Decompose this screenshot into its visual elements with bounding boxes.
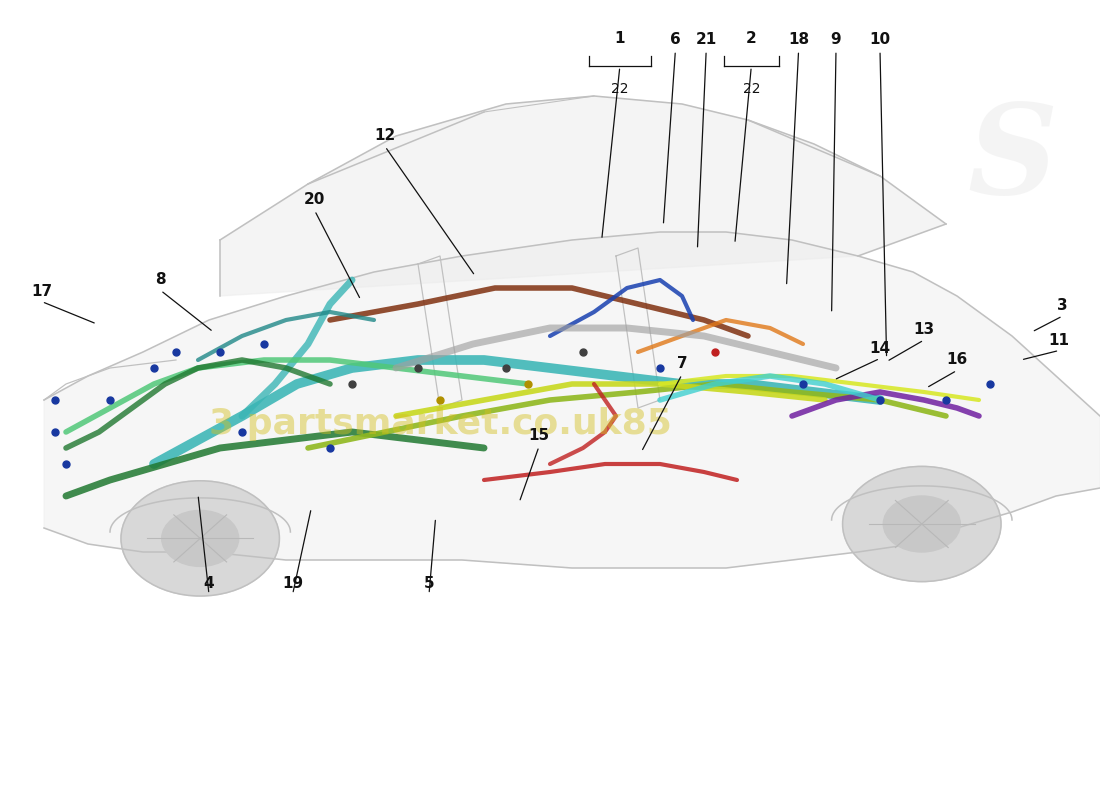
Circle shape bbox=[121, 481, 279, 596]
Text: 19: 19 bbox=[282, 577, 304, 591]
Text: 10: 10 bbox=[869, 33, 891, 47]
Text: 6: 6 bbox=[670, 33, 681, 47]
Text: 7: 7 bbox=[676, 357, 688, 371]
Text: 17: 17 bbox=[31, 284, 53, 298]
Text: 12: 12 bbox=[374, 129, 396, 143]
Text: 9: 9 bbox=[830, 33, 842, 47]
Text: 2: 2 bbox=[746, 31, 757, 46]
Text: 15: 15 bbox=[528, 429, 550, 443]
Text: 21: 21 bbox=[695, 33, 717, 47]
Text: 3: 3 bbox=[1057, 298, 1068, 313]
Text: 13: 13 bbox=[913, 322, 935, 337]
Polygon shape bbox=[220, 96, 946, 296]
Text: 3 partsmarket.co.uk85: 3 partsmarket.co.uk85 bbox=[209, 407, 671, 441]
Text: 14: 14 bbox=[869, 341, 891, 355]
Text: 8: 8 bbox=[155, 273, 166, 287]
Text: 1: 1 bbox=[615, 31, 625, 46]
Text: 11: 11 bbox=[1048, 333, 1070, 347]
Circle shape bbox=[843, 466, 1001, 582]
Text: 18: 18 bbox=[788, 33, 810, 47]
Text: 4: 4 bbox=[204, 577, 214, 591]
Text: 16: 16 bbox=[946, 353, 968, 367]
Text: 5: 5 bbox=[424, 577, 434, 591]
Polygon shape bbox=[44, 232, 1100, 568]
Circle shape bbox=[883, 496, 960, 552]
Text: S: S bbox=[967, 99, 1057, 221]
Text: 20: 20 bbox=[304, 193, 326, 207]
Text: 22: 22 bbox=[742, 82, 760, 96]
Text: 22: 22 bbox=[612, 82, 628, 96]
Circle shape bbox=[162, 510, 239, 566]
